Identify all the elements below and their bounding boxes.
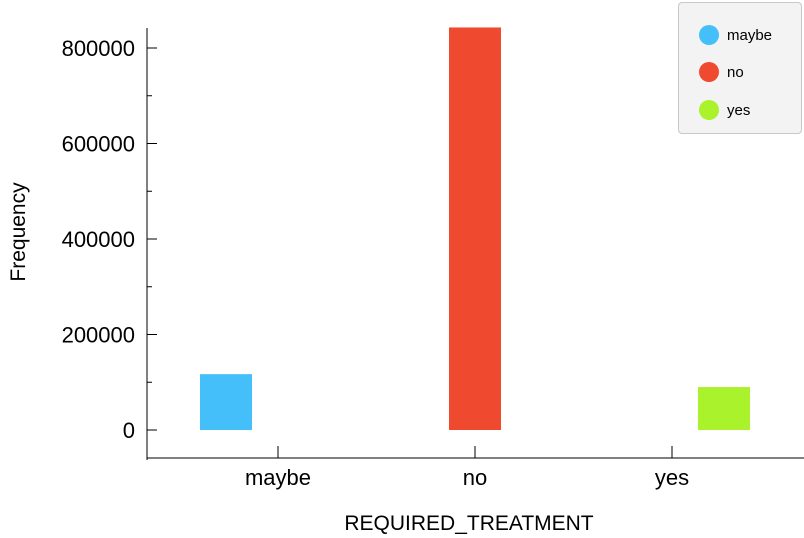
legend-label: maybe bbox=[727, 26, 773, 44]
y-tick-label: 400000 bbox=[62, 227, 135, 252]
y-axis: 0 200000 400000 600000 800000 bbox=[62, 28, 157, 460]
bar-yes[interactable] bbox=[698, 387, 750, 430]
legend-label: no bbox=[727, 63, 744, 81]
x-tick-label: no bbox=[463, 465, 487, 490]
bar-maybe[interactable] bbox=[200, 374, 252, 430]
legend-item-maybe[interactable]: maybe bbox=[699, 24, 772, 46]
bar-no[interactable] bbox=[449, 27, 501, 431]
bars bbox=[200, 27, 750, 431]
legend-item-yes[interactable]: yes bbox=[699, 99, 750, 121]
legend-marker-icon bbox=[699, 100, 719, 120]
legend-marker-icon bbox=[699, 62, 719, 82]
y-axis-title: Frequency bbox=[7, 182, 30, 282]
legend-label: yes bbox=[727, 101, 751, 119]
legend: maybe no yes bbox=[678, 2, 802, 134]
legend-marker-icon bbox=[699, 25, 719, 45]
y-tick-label: 0 bbox=[123, 418, 135, 443]
x-tick-label: yes bbox=[655, 465, 689, 490]
legend-item-no[interactable]: no bbox=[699, 61, 744, 83]
x-tick-label: maybe bbox=[245, 465, 311, 490]
y-tick-label: 200000 bbox=[62, 323, 135, 348]
y-tick-label: 800000 bbox=[62, 36, 135, 61]
y-tick-label: 600000 bbox=[62, 132, 135, 157]
x-axis-title: REQUIRED_TREATMENT bbox=[344, 512, 593, 535]
x-axis: maybe no yes bbox=[147, 446, 804, 490]
